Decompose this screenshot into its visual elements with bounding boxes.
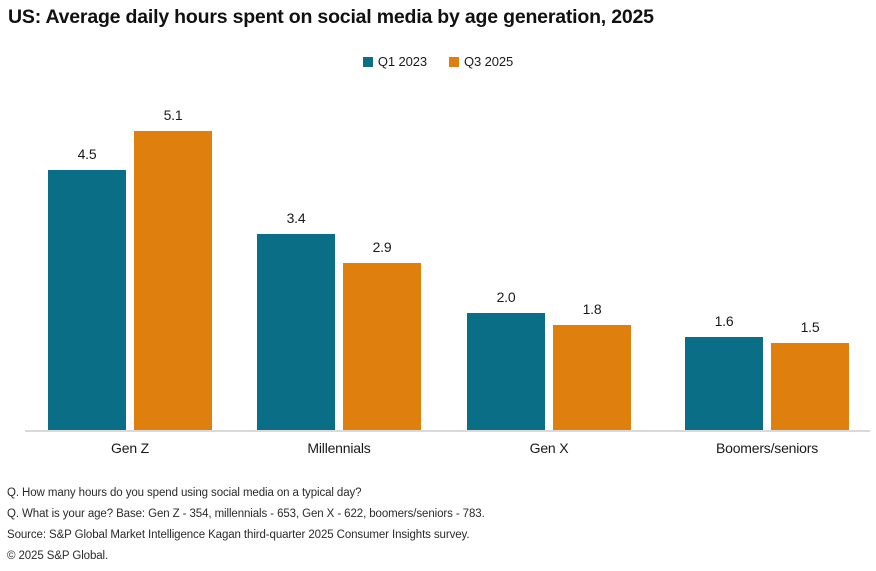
legend-label: Q3 2025 bbox=[464, 54, 514, 69]
x-axis-tick-label-boomers-seniors: Boomers/seniors bbox=[715, 440, 819, 456]
bar-value-label: 2.9 bbox=[372, 239, 392, 255]
footnote-question-1: Q. How many hours do you spend using soc… bbox=[7, 487, 362, 499]
bar-value-label: 4.5 bbox=[77, 146, 97, 162]
bar-millennials-q3-2025[interactable] bbox=[343, 263, 421, 430]
x-axis-baseline bbox=[25, 430, 870, 432]
chart-footnotes: Q. How many hours do you spend using soc… bbox=[7, 483, 867, 567]
bar-boomers-q3-2025[interactable] bbox=[771, 343, 849, 430]
x-axis-tick-label-gen-x: Gen X bbox=[529, 440, 569, 456]
bar-genz-q1-2023[interactable] bbox=[48, 170, 126, 430]
footnote-source: Source: S&P Global Market Intelligence K… bbox=[7, 529, 470, 541]
chart-legend: Q1 2023 Q3 2025 bbox=[0, 54, 876, 69]
bar-value-label: 1.5 bbox=[800, 319, 820, 335]
page-title: US: Average daily hours spent on social … bbox=[8, 6, 654, 28]
legend-label: Q1 2023 bbox=[377, 54, 427, 69]
footnote-copyright: © 2025 S&P Global. bbox=[7, 550, 109, 562]
bar-genx-q1-2023[interactable] bbox=[467, 313, 545, 430]
bar-value-label: 3.4 bbox=[286, 210, 306, 226]
x-axis-tick-label-millennials: Millennials bbox=[307, 440, 371, 456]
x-axis-tick-label-gen-z: Gen Z bbox=[111, 440, 149, 456]
bar-value-label: 5.1 bbox=[163, 107, 183, 123]
legend-item-q1-2023[interactable]: Q1 2023 bbox=[362, 54, 427, 69]
bar-millennials-q1-2023[interactable] bbox=[257, 234, 335, 430]
bar-value-label: 2.0 bbox=[496, 289, 516, 305]
legend-swatch-icon bbox=[362, 56, 373, 67]
bar-genz-q3-2025[interactable] bbox=[134, 131, 212, 430]
legend-item-q3-2025[interactable]: Q3 2025 bbox=[449, 54, 513, 69]
bar-boomers-q1-2023[interactable] bbox=[685, 337, 763, 430]
legend-swatch-icon bbox=[449, 56, 459, 67]
footnote-question-2: Q. What is your age? Base: Gen Z - 354, … bbox=[7, 508, 485, 520]
bar-value-label: 1.8 bbox=[582, 301, 602, 317]
bar-genx-q3-2025[interactable] bbox=[553, 325, 631, 430]
bar-value-label: 1.6 bbox=[714, 313, 734, 329]
